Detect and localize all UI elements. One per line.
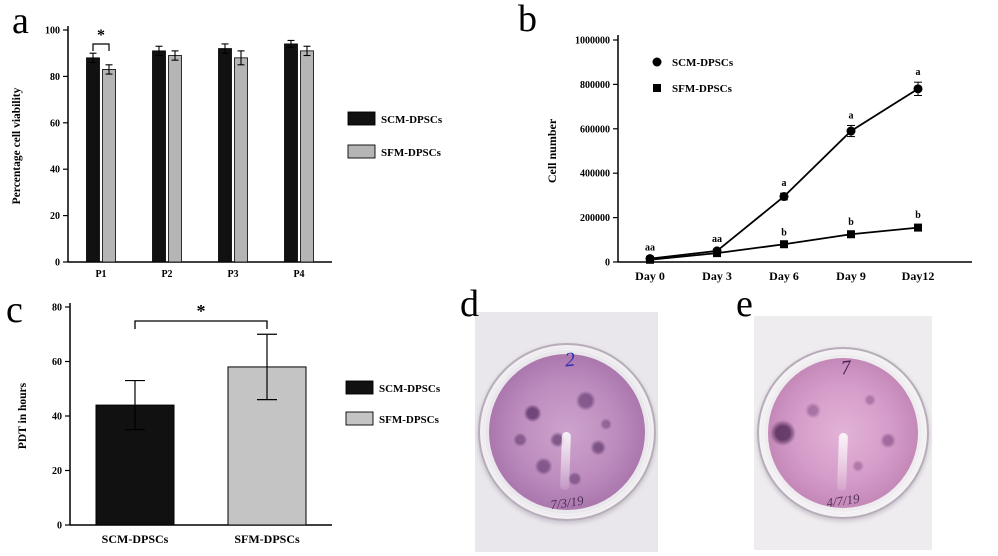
svg-text:0: 0: [57, 521, 62, 532]
panel-a-label: a: [12, 0, 29, 42]
svg-text:80: 80: [52, 303, 62, 314]
handwritten-date-d: 7/3/19: [548, 492, 584, 513]
svg-text:80: 80: [50, 72, 60, 83]
svg-text:800000: 800000: [580, 80, 610, 91]
pdt-bar-chart: 0 20 40 60 80 PDT in hours SCM-DPSCs SFM-DPSCs *…: [17, 301, 441, 546]
growth-line-chart: 0 200000 400000 600000 800000 1000000 Cell num…: [545, 35, 972, 283]
svg-text:200000: 200000: [580, 213, 610, 224]
svg-text:60: 60: [52, 357, 62, 368]
svg-text:40: 40: [52, 412, 62, 423]
svg-text:SFM-DPSCs: SFM-DPSCs: [381, 147, 442, 159]
svg-text:b: b: [915, 210, 921, 221]
svg-text:Percentage cell viability: Percentage cell viability: [11, 87, 23, 204]
svg-text:a: a: [916, 67, 921, 78]
svg-text:20: 20: [52, 466, 62, 477]
handwritten-label-d: 2: [563, 348, 576, 372]
svg-text:a: a: [849, 110, 854, 121]
svg-text:SCM-DPSCs: SCM-DPSCs: [379, 383, 441, 395]
svg-text:Day 6: Day 6: [769, 269, 799, 283]
svg-text:1000000: 1000000: [575, 36, 610, 47]
svg-text:*: *: [197, 301, 206, 321]
panel-e-label: e: [736, 283, 753, 325]
panel-d-label: d: [460, 283, 479, 325]
svg-text:Day 9: Day 9: [836, 269, 866, 283]
svg-text:a: a: [782, 178, 787, 189]
culture-dish-photo-e: 7 4/7/19: [754, 316, 932, 550]
svg-text:b: b: [848, 217, 854, 228]
svg-text:Cell number: Cell number: [545, 118, 559, 183]
svg-text:Day 3: Day 3: [702, 269, 732, 283]
culture-dish-d: 2 7/3/19: [477, 343, 656, 521]
panel-b-label: b: [518, 0, 537, 40]
svg-text:0: 0: [605, 258, 610, 269]
svg-text:P3: P3: [227, 269, 238, 280]
svg-text:P4: P4: [293, 269, 304, 280]
svg-text:600000: 600000: [580, 124, 610, 135]
svg-text:PDT in hours: PDT in hours: [17, 382, 29, 449]
panel-c-label: c: [6, 289, 23, 331]
svg-text:SCM-DPSCs: SCM-DPSCs: [102, 532, 169, 546]
svg-text:100: 100: [45, 26, 60, 37]
svg-text:0: 0: [55, 258, 60, 269]
svg-text:b: b: [781, 227, 787, 238]
svg-text:*: *: [97, 27, 105, 44]
svg-text:400000: 400000: [580, 169, 610, 180]
panel-e-dish-photo: e 7 4/7/19: [728, 285, 998, 556]
panel-d-dish-photo: d 2 7/3/19: [452, 285, 728, 556]
svg-text:SFM-DPSCs: SFM-DPSCs: [379, 414, 440, 426]
svg-text:20: 20: [50, 211, 60, 222]
panel-b-growth-chart: b 0 200000 400000 600000 800000 1000000 Cell n…: [500, 0, 998, 285]
svg-text:aa: aa: [645, 243, 655, 254]
viability-bar-chart: 0 20 40 60 80 100 Percentage cell viability P1 P…: [11, 26, 443, 281]
svg-text:Day 0: Day 0: [635, 269, 665, 283]
culture-dish-photo-d: 2 7/3/19: [475, 312, 658, 552]
svg-text:40: 40: [50, 165, 60, 176]
svg-text:P1: P1: [95, 269, 106, 280]
svg-text:aa: aa: [712, 234, 722, 245]
svg-text:60: 60: [50, 118, 60, 129]
svg-text:SCM-DPSCs: SCM-DPSCs: [381, 114, 443, 126]
svg-text:P2: P2: [161, 269, 172, 280]
svg-text:SFM-DPSCs: SFM-DPSCs: [234, 532, 300, 546]
svg-text:SCM-DPSCs: SCM-DPSCs: [672, 57, 734, 69]
svg-text:SFM-DPSCs: SFM-DPSCs: [672, 83, 733, 95]
svg-text:Day12: Day12: [902, 269, 935, 283]
handwritten-date-e: 4/7/19: [825, 490, 861, 511]
panel-a-viability-chart: a 0 20 40 60 80 100 Percentage cell viability P…: [0, 0, 465, 285]
panel-c-pdt-chart: c 0 20 40 60 80 PDT in hours SCM-DPSCs SFM-DPSC…: [0, 285, 465, 556]
culture-dish-e: 7 4/7/19: [757, 347, 929, 519]
